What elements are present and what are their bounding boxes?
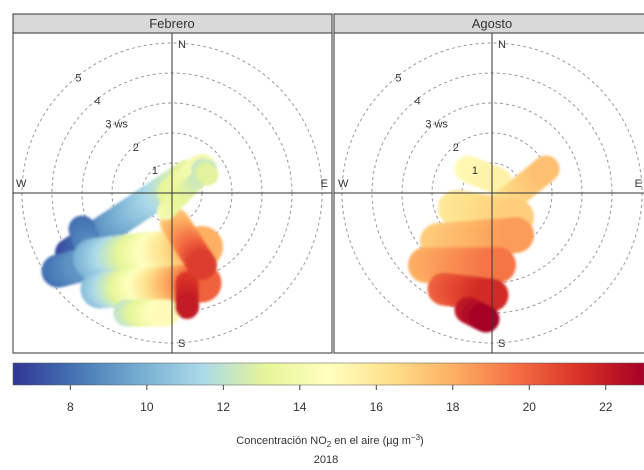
ring-label: 2: [133, 142, 139, 154]
axes-febrero: [13, 33, 332, 353]
direction-south: S: [498, 338, 505, 350]
colorbar-tick-label: 20: [523, 400, 537, 414]
ring-label: 5: [395, 72, 401, 84]
colorbar-gradient: [12, 362, 644, 386]
colorbar-tick-label: 16: [370, 400, 384, 414]
direction-labels-febrero: N S W E: [16, 39, 328, 350]
ring-labels-agosto: 1 2 3 ws 4 5: [395, 72, 478, 176]
colorbar-label: Concentración NO2 en el aire (µg m−3): [236, 433, 423, 449]
colorbar-label-prefix: Concentración NO: [236, 435, 327, 447]
concentration-surface-febrero: [41, 154, 223, 327]
concentration-cell: [197, 164, 219, 186]
colorbar-tick-label: 14: [293, 400, 307, 414]
colorbar-year: 2018: [314, 454, 338, 466]
ring-label: 3 ws: [105, 119, 128, 131]
ring-label: 1: [152, 165, 158, 177]
strip-title-agosto: Agosto: [472, 16, 512, 31]
direction-east: E: [321, 178, 328, 190]
ring-label: 1: [472, 165, 478, 177]
direction-north: N: [498, 39, 506, 51]
concentration-cell: [480, 247, 516, 283]
strip-title-febrero: Febrero: [149, 16, 195, 31]
axes-agosto: [334, 33, 644, 353]
concentration-surface-agosto: [408, 155, 560, 333]
direction-north: N: [178, 39, 186, 51]
colorbar-label-sup: −3: [411, 433, 421, 442]
ring-label: 4: [414, 96, 420, 108]
colorbar-label-sub: 2: [327, 440, 332, 449]
concentration-cell: [152, 299, 180, 327]
colorbar-label-suffix: ): [420, 435, 424, 447]
direction-south: S: [178, 338, 185, 350]
colorbar-ticks: 8 10 12 14 16 18 20 22: [67, 385, 613, 414]
ring-label: 5: [75, 72, 81, 84]
colorbar-label-mid: en el aire (µg m: [331, 435, 411, 447]
colorbar-tick-label: 10: [140, 400, 154, 414]
panel-agosto: Agosto 1 2 3 ws 4 5 N S W E: [333, 13, 644, 354]
ring-labels-febrero: 1 2 3 ws 4 5: [75, 72, 158, 176]
concentration-cell: [532, 155, 560, 183]
direction-west: W: [16, 178, 27, 190]
colorbar-tick-label: 18: [446, 400, 460, 414]
ring-label: 2: [453, 142, 459, 154]
panel-febrero: Febrero 1 2 3 ws 4 5 N S W E: [12, 13, 333, 354]
direction-east: E: [635, 178, 642, 190]
concentration-cell: [498, 217, 534, 253]
ring-label: 4: [94, 96, 100, 108]
concentration-cell: [175, 295, 199, 319]
concentration-cell: [472, 305, 500, 333]
colorbar-tick-label: 12: [217, 400, 231, 414]
concentration-cell: [187, 250, 217, 280]
colorbar-tick-label: 22: [599, 400, 613, 414]
direction-labels-agosto: N S W E: [338, 39, 642, 350]
colorbar-tick-label: 8: [67, 400, 74, 414]
colorbar: 8 10 12 14 16 18 20 22 Concentración NO2 en el …: [12, 362, 644, 466]
direction-west: W: [338, 178, 349, 190]
ring-label: 3 ws: [425, 119, 448, 131]
